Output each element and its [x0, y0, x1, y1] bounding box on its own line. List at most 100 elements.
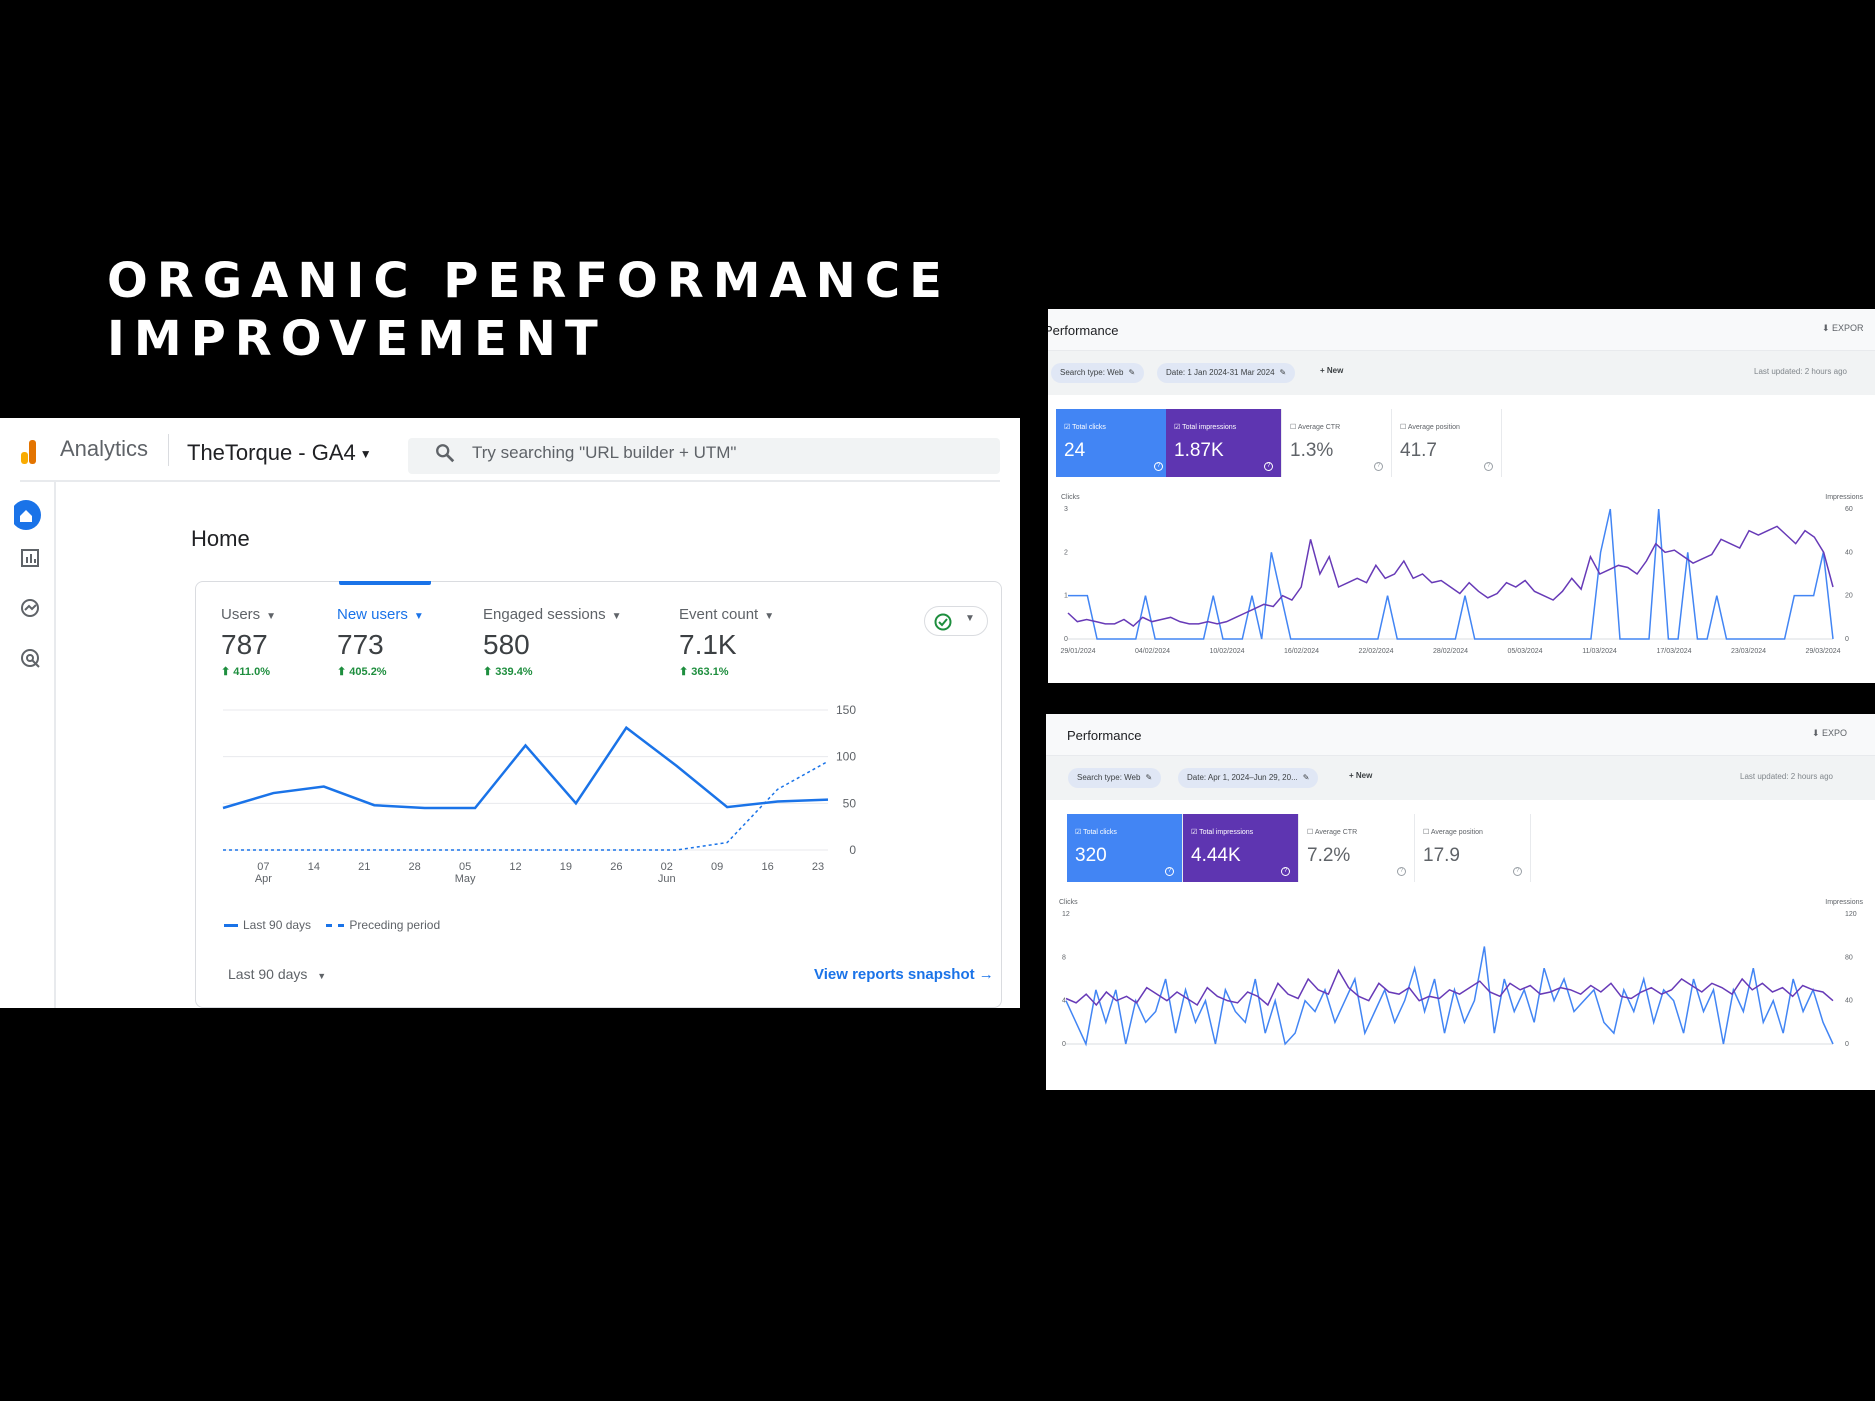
card-average-ctr[interactable]: ☐ Average CTR 7.2%? — [1299, 814, 1415, 882]
view-link-label: View reports snapshot — [814, 966, 975, 983]
y-tick-label: 100 — [836, 750, 856, 764]
reports-icon[interactable] — [20, 548, 42, 570]
view-reports-snapshot-link[interactable]: View reports snapshot → — [814, 966, 994, 983]
y-right-tick: 60 — [1845, 506, 1853, 513]
y-left-tick: 4 — [1062, 998, 1066, 1005]
checkbox-empty-icon: ☐ — [1307, 829, 1315, 836]
date-chip[interactable]: Date: Apr 1, 2024–Jun 29, 20... ✎ — [1178, 768, 1319, 788]
checkbox-empty-icon: ☐ — [1423, 829, 1431, 836]
top-bar-border — [20, 480, 1000, 482]
metric-event-count[interactable]: Event count ▼ 7.1K ⬆ 363.1% — [679, 606, 774, 678]
card-average-position[interactable]: ☐ Average position 17.9? — [1415, 814, 1531, 882]
card-label: Average position — [1407, 424, 1460, 431]
arrow-right-icon: → — [978, 966, 994, 983]
help-icon[interactable]: ? — [1513, 867, 1522, 876]
x-tick-label: 29/03/2024 — [1805, 648, 1840, 655]
date-range-selector[interactable]: Last 90 days ▼ — [228, 966, 326, 982]
metric-change: 339.4% — [495, 666, 533, 678]
advertising-icon[interactable] — [20, 648, 42, 670]
help-icon[interactable]: ? — [1484, 462, 1493, 471]
card-average-position[interactable]: ☐ Average position 41.7? — [1392, 409, 1502, 477]
metric-new-users[interactable]: New users ▼ 773 ⬆ 405.2% — [337, 606, 424, 678]
y-left-tick: 3 — [1064, 506, 1068, 513]
top-bar-divider — [168, 434, 169, 466]
last-updated: Last updated: 2 hours ago — [1754, 367, 1847, 376]
dropdown-arrow-icon: ▼ — [413, 611, 424, 622]
new-filter-button[interactable]: + New — [1349, 771, 1372, 780]
gsc-header: Performance ⬇ EXPO — [1046, 714, 1875, 756]
help-icon[interactable]: ? — [1154, 462, 1163, 471]
x-tick-label: 29/01/2024 — [1060, 648, 1095, 655]
data-quality-menu[interactable]: ▼ — [924, 606, 988, 636]
card-total-clicks[interactable]: ☑ Total clicks 24? — [1056, 409, 1172, 477]
card-value: 41.7 — [1400, 440, 1437, 461]
new-label: New — [1355, 771, 1373, 780]
checkbox-empty-icon: ☐ — [1400, 424, 1408, 431]
card-average-ctr[interactable]: ☐ Average CTR 1.3%? — [1282, 409, 1392, 477]
new-filter-button[interactable]: + New — [1320, 366, 1343, 375]
x-tick-month: Jun — [658, 873, 676, 885]
export-button[interactable]: ⬇ EXPO — [1812, 728, 1847, 739]
plus-icon: + — [1349, 771, 1356, 780]
gsc-title: Performance — [1067, 728, 1142, 743]
chip-label: Search type: Web — [1077, 773, 1141, 782]
y-right-tick: 40 — [1845, 549, 1853, 556]
card-value: 24 — [1064, 440, 1086, 461]
date-chip[interactable]: Date: 1 Jan 2024-31 Mar 2024 ✎ — [1157, 363, 1296, 383]
help-icon[interactable]: ? — [1281, 867, 1290, 876]
search-input[interactable]: Try searching "URL builder + UTM" — [408, 438, 1000, 474]
y-tick-label: 0 — [849, 843, 856, 857]
edit-icon: ✎ — [1279, 368, 1287, 377]
dropdown-arrow-icon: ▼ — [611, 611, 622, 622]
card-total-clicks[interactable]: ☑ Total clicks 320? — [1067, 814, 1183, 882]
gsc-header: Performance ⬇ EXPOR — [1048, 309, 1875, 351]
x-tick-label: 02 — [661, 861, 673, 873]
x-tick-label: 28/02/2024 — [1433, 648, 1468, 655]
search-placeholder: Try searching "URL builder + UTM" — [472, 443, 737, 462]
export-button[interactable]: ⬇ EXPOR — [1822, 323, 1864, 334]
metric-label: Engaged sessions — [483, 606, 606, 623]
impressions-series-line — [1067, 525, 1834, 627]
home-icon[interactable] — [14, 498, 44, 532]
checkbox-checked-icon: ☑ — [1064, 424, 1073, 431]
y-right-tick: 80 — [1845, 954, 1853, 961]
card-value: 320 — [1075, 845, 1107, 866]
search-console-panel-q1: Performance ⬇ EXPOR Search type: Web ✎ Da… — [1048, 309, 1875, 683]
export-label: EXPO — [1822, 728, 1848, 738]
metric-users[interactable]: Users ▼ 787 ⬆ 411.0% — [221, 606, 276, 678]
card-total-impressions[interactable]: ☑ Total impressions 4.44K? — [1183, 814, 1299, 882]
help-icon[interactable]: ? — [1264, 462, 1273, 471]
help-icon[interactable]: ? — [1397, 867, 1406, 876]
card-total-impressions[interactable]: ☑ Total impressions 1.87K? — [1166, 409, 1282, 477]
search-type-chip[interactable]: Search type: Web ✎ — [1068, 768, 1162, 788]
clicks-series-line — [1065, 946, 1834, 1047]
x-tick-label: 17/03/2024 — [1656, 648, 1691, 655]
help-icon[interactable]: ? — [1374, 462, 1383, 471]
metric-label: Event count — [679, 606, 759, 623]
plus-icon: + — [1320, 366, 1327, 375]
y-right-tick: 20 — [1845, 593, 1853, 600]
x-tick-label: 26 — [610, 861, 622, 873]
ga4-brand-name: Analytics — [60, 436, 149, 461]
legend-previous: Preceding period — [349, 918, 441, 932]
x-tick-month: May — [455, 873, 476, 885]
x-tick-label: 23 — [812, 861, 824, 873]
metric-engaged-sessions[interactable]: Engaged sessions ▼ 580 ⬆ 339.4% — [483, 606, 622, 678]
x-tick-label: 14 — [308, 861, 320, 873]
metric-change: 405.2% — [349, 666, 387, 678]
y-left-tick: 2 — [1064, 549, 1068, 556]
card-label: Average CTR — [1314, 829, 1358, 836]
search-type-chip[interactable]: Search type: Web ✎ — [1051, 363, 1145, 383]
y-left-tick: 0 — [1062, 1041, 1066, 1048]
gsc-performance-chart-q2: Clicks Impressions 12 120 8 80 4 40 0 0 — [1059, 899, 1864, 1048]
new-label: New — [1326, 366, 1344, 375]
chevron-down-icon: ▼ — [965, 613, 975, 624]
help-icon[interactable]: ? — [1165, 867, 1174, 876]
property-selector[interactable]: TheTorque - GA4 ▼ — [187, 440, 372, 466]
explore-icon[interactable] — [20, 598, 42, 620]
x-tick-label: 04/02/2024 — [1135, 648, 1170, 655]
card-value: 4.44K — [1191, 845, 1241, 866]
checkbox-empty-icon: ☐ — [1290, 424, 1298, 431]
gsc-performance-chart-q1: Clicks Impressions 3 60 2 40 1 20 0 0 29/01/2024 04… — [1060, 494, 1863, 655]
